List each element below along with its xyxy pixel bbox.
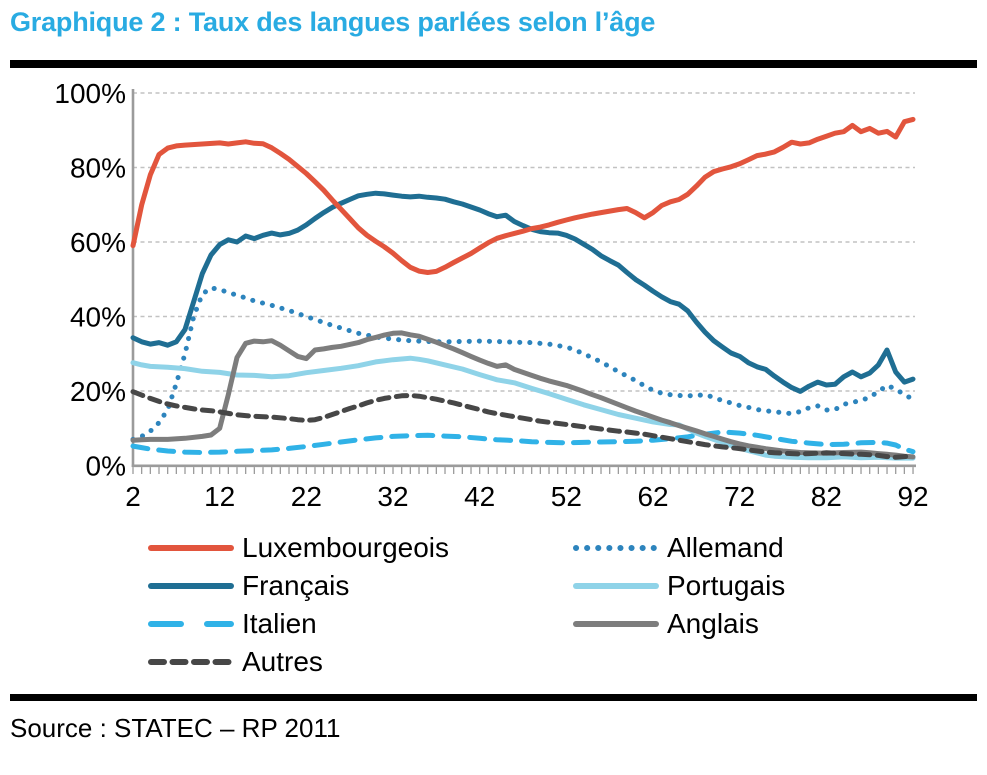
x-axis-tick-label: 12 bbox=[204, 481, 235, 512]
legend-item-luxembourgeois: Luxembourgeois bbox=[148, 529, 449, 567]
x-axis-tick-label: 2 bbox=[125, 481, 141, 512]
top-divider bbox=[10, 60, 977, 68]
legend-label-italien: Italien bbox=[242, 608, 317, 639]
source-caption: Source : STATEC – RP 2011 bbox=[10, 713, 341, 743]
legend-item-portugais: Portugais bbox=[573, 567, 785, 605]
legend-label-luxembourgeois: Luxembourgeois bbox=[242, 532, 450, 563]
legend-column-left: Luxembourgeois Français Italien Autres bbox=[148, 529, 449, 681]
legend-item-italien: Italien bbox=[148, 605, 449, 643]
series-line-anglais bbox=[130, 330, 916, 460]
legend-label-allemand: Allemand bbox=[667, 532, 784, 563]
legend-item-allemand: Allemand bbox=[573, 529, 785, 567]
y-axis-tick-label: 80% bbox=[70, 153, 126, 184]
series-line-italien bbox=[130, 429, 916, 455]
legend-swatch-francais-line-icon bbox=[148, 583, 234, 589]
legend-label-autres: Autres bbox=[242, 646, 323, 677]
legend-swatch-italien-line-icon bbox=[148, 621, 234, 627]
y-axis-tick-label: 20% bbox=[70, 376, 126, 407]
legend-item-anglais: Anglais bbox=[573, 605, 785, 643]
chart-title: Graphique 2 : Taux des langues parlées s… bbox=[10, 7, 656, 37]
x-axis-tick-label: 32 bbox=[377, 481, 408, 512]
legend-swatch-portugais-line-icon bbox=[573, 583, 659, 589]
legend-label-francais: Français bbox=[242, 570, 350, 601]
x-axis-tick-label: 82 bbox=[811, 481, 842, 512]
y-axis-tick-label: 60% bbox=[70, 227, 126, 258]
series-line-francais bbox=[130, 190, 916, 394]
x-axis-tick-label: 52 bbox=[551, 481, 582, 512]
legend-swatch-allemand-line-icon bbox=[573, 545, 659, 551]
y-axis-tick-label: 40% bbox=[70, 302, 126, 333]
legend-label-portugais: Portugais bbox=[667, 570, 786, 601]
x-axis-tick-label: 72 bbox=[724, 481, 755, 512]
x-axis-tick-label: 22 bbox=[291, 481, 322, 512]
bottom-divider bbox=[10, 694, 977, 701]
x-axis-tick-label: 92 bbox=[897, 481, 928, 512]
x-axis-tick-label: 62 bbox=[637, 481, 668, 512]
legend-label-anglais: Anglais bbox=[667, 608, 759, 639]
y-axis-tick-label: 100% bbox=[54, 78, 126, 109]
legend-item-autres: Autres bbox=[148, 643, 449, 681]
series-line-portugais bbox=[130, 355, 916, 461]
series-line-allemand bbox=[130, 285, 916, 442]
y-axis-tick-label: 0% bbox=[86, 451, 126, 482]
legend-item-francais: Français bbox=[148, 567, 449, 605]
x-axis-tick-label: 42 bbox=[464, 481, 495, 512]
legend-column-right: Allemand Portugais Anglais bbox=[573, 529, 785, 643]
legend-swatch-autres-line-icon bbox=[148, 659, 234, 665]
legend-swatch-anglais-line-icon bbox=[573, 621, 659, 627]
series-line-autres bbox=[130, 389, 916, 460]
legend-swatch-luxembourgeois-line-icon bbox=[148, 545, 234, 551]
series-line-luxembourgeois bbox=[130, 116, 916, 275]
